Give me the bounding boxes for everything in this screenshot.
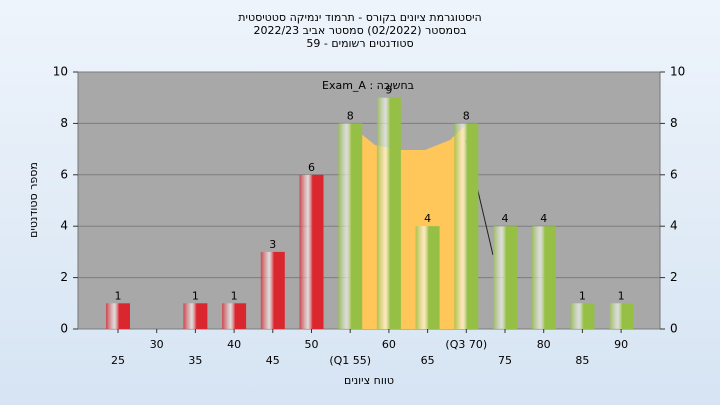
x-tick-label: 65 — [421, 354, 435, 367]
data-label: 1 — [579, 289, 586, 302]
title-line: היסטוגרמת ציונים בקורס - תרמוד ינמיקה סט… — [238, 11, 481, 24]
x-tick-label: 40 — [227, 338, 241, 351]
bar — [609, 303, 634, 329]
data-label: 8 — [347, 109, 354, 122]
y2-tick-label: 0 — [670, 322, 678, 336]
x-tick-label: (Q1 55) — [329, 354, 371, 367]
data-label: 8 — [463, 109, 470, 122]
data-label: 4 — [424, 212, 431, 225]
y-tick-label: 6 — [60, 167, 68, 181]
iqr-area — [350, 125, 466, 329]
bar — [493, 226, 517, 329]
y2-tick-label: 2 — [670, 270, 678, 284]
y2-tick-label: 10 — [670, 65, 685, 79]
y2-tick-label: 4 — [670, 219, 678, 233]
y-tick-label: 4 — [60, 219, 68, 233]
bar — [222, 303, 247, 329]
y2-tick-label: 6 — [670, 167, 678, 181]
y-axis-label: מספר סטודנטים — [27, 162, 40, 238]
data-label: 1 — [192, 289, 199, 302]
x-tick-label: 85 — [575, 354, 589, 367]
data-label: 1 — [618, 289, 625, 302]
x-tick-label: 25 — [111, 354, 125, 367]
title-line: בסמסטר (02/2022) סמסטר אביב 2022/23 — [253, 24, 466, 37]
x-tick-label: (Q3 70) — [445, 338, 487, 351]
data-label: 4 — [502, 212, 509, 225]
x-tick-label: 80 — [537, 338, 551, 351]
data-label: 3 — [269, 238, 276, 251]
bar — [376, 97, 401, 329]
data-label: 1 — [231, 289, 238, 302]
x-tick-label: 45 — [266, 354, 280, 367]
data-label: 4 — [540, 212, 547, 225]
bar — [299, 174, 324, 329]
bar — [531, 226, 556, 329]
data-label: 9 — [385, 84, 392, 97]
bar — [415, 226, 440, 329]
data-label: 6 — [308, 161, 315, 174]
y-tick-label: 10 — [53, 65, 68, 79]
bar — [106, 303, 130, 329]
y-tick-label: 0 — [60, 322, 68, 336]
annotation: Exam_A : בחשיבה — [322, 79, 414, 92]
bar — [454, 123, 479, 330]
x-tick-label: 60 — [382, 338, 396, 351]
y-tick-label: 2 — [60, 270, 68, 284]
bar — [338, 123, 363, 330]
bar — [183, 303, 208, 329]
x-tick-label: 30 — [150, 338, 164, 351]
y-tick-label: 8 — [60, 116, 68, 130]
data-label: 1 — [115, 289, 122, 302]
title-line: סטודנטים רשומים - 59 — [306, 37, 413, 50]
x-tick-label: 75 — [498, 354, 512, 367]
x-axis-label: טווח ציונים — [344, 374, 394, 387]
x-tick-label: 50 — [305, 338, 319, 351]
bar — [570, 303, 595, 329]
x-tick-label: 35 — [188, 354, 202, 367]
y2-tick-label: 8 — [670, 116, 678, 130]
bar — [260, 251, 285, 329]
x-tick-label: 90 — [614, 338, 628, 351]
